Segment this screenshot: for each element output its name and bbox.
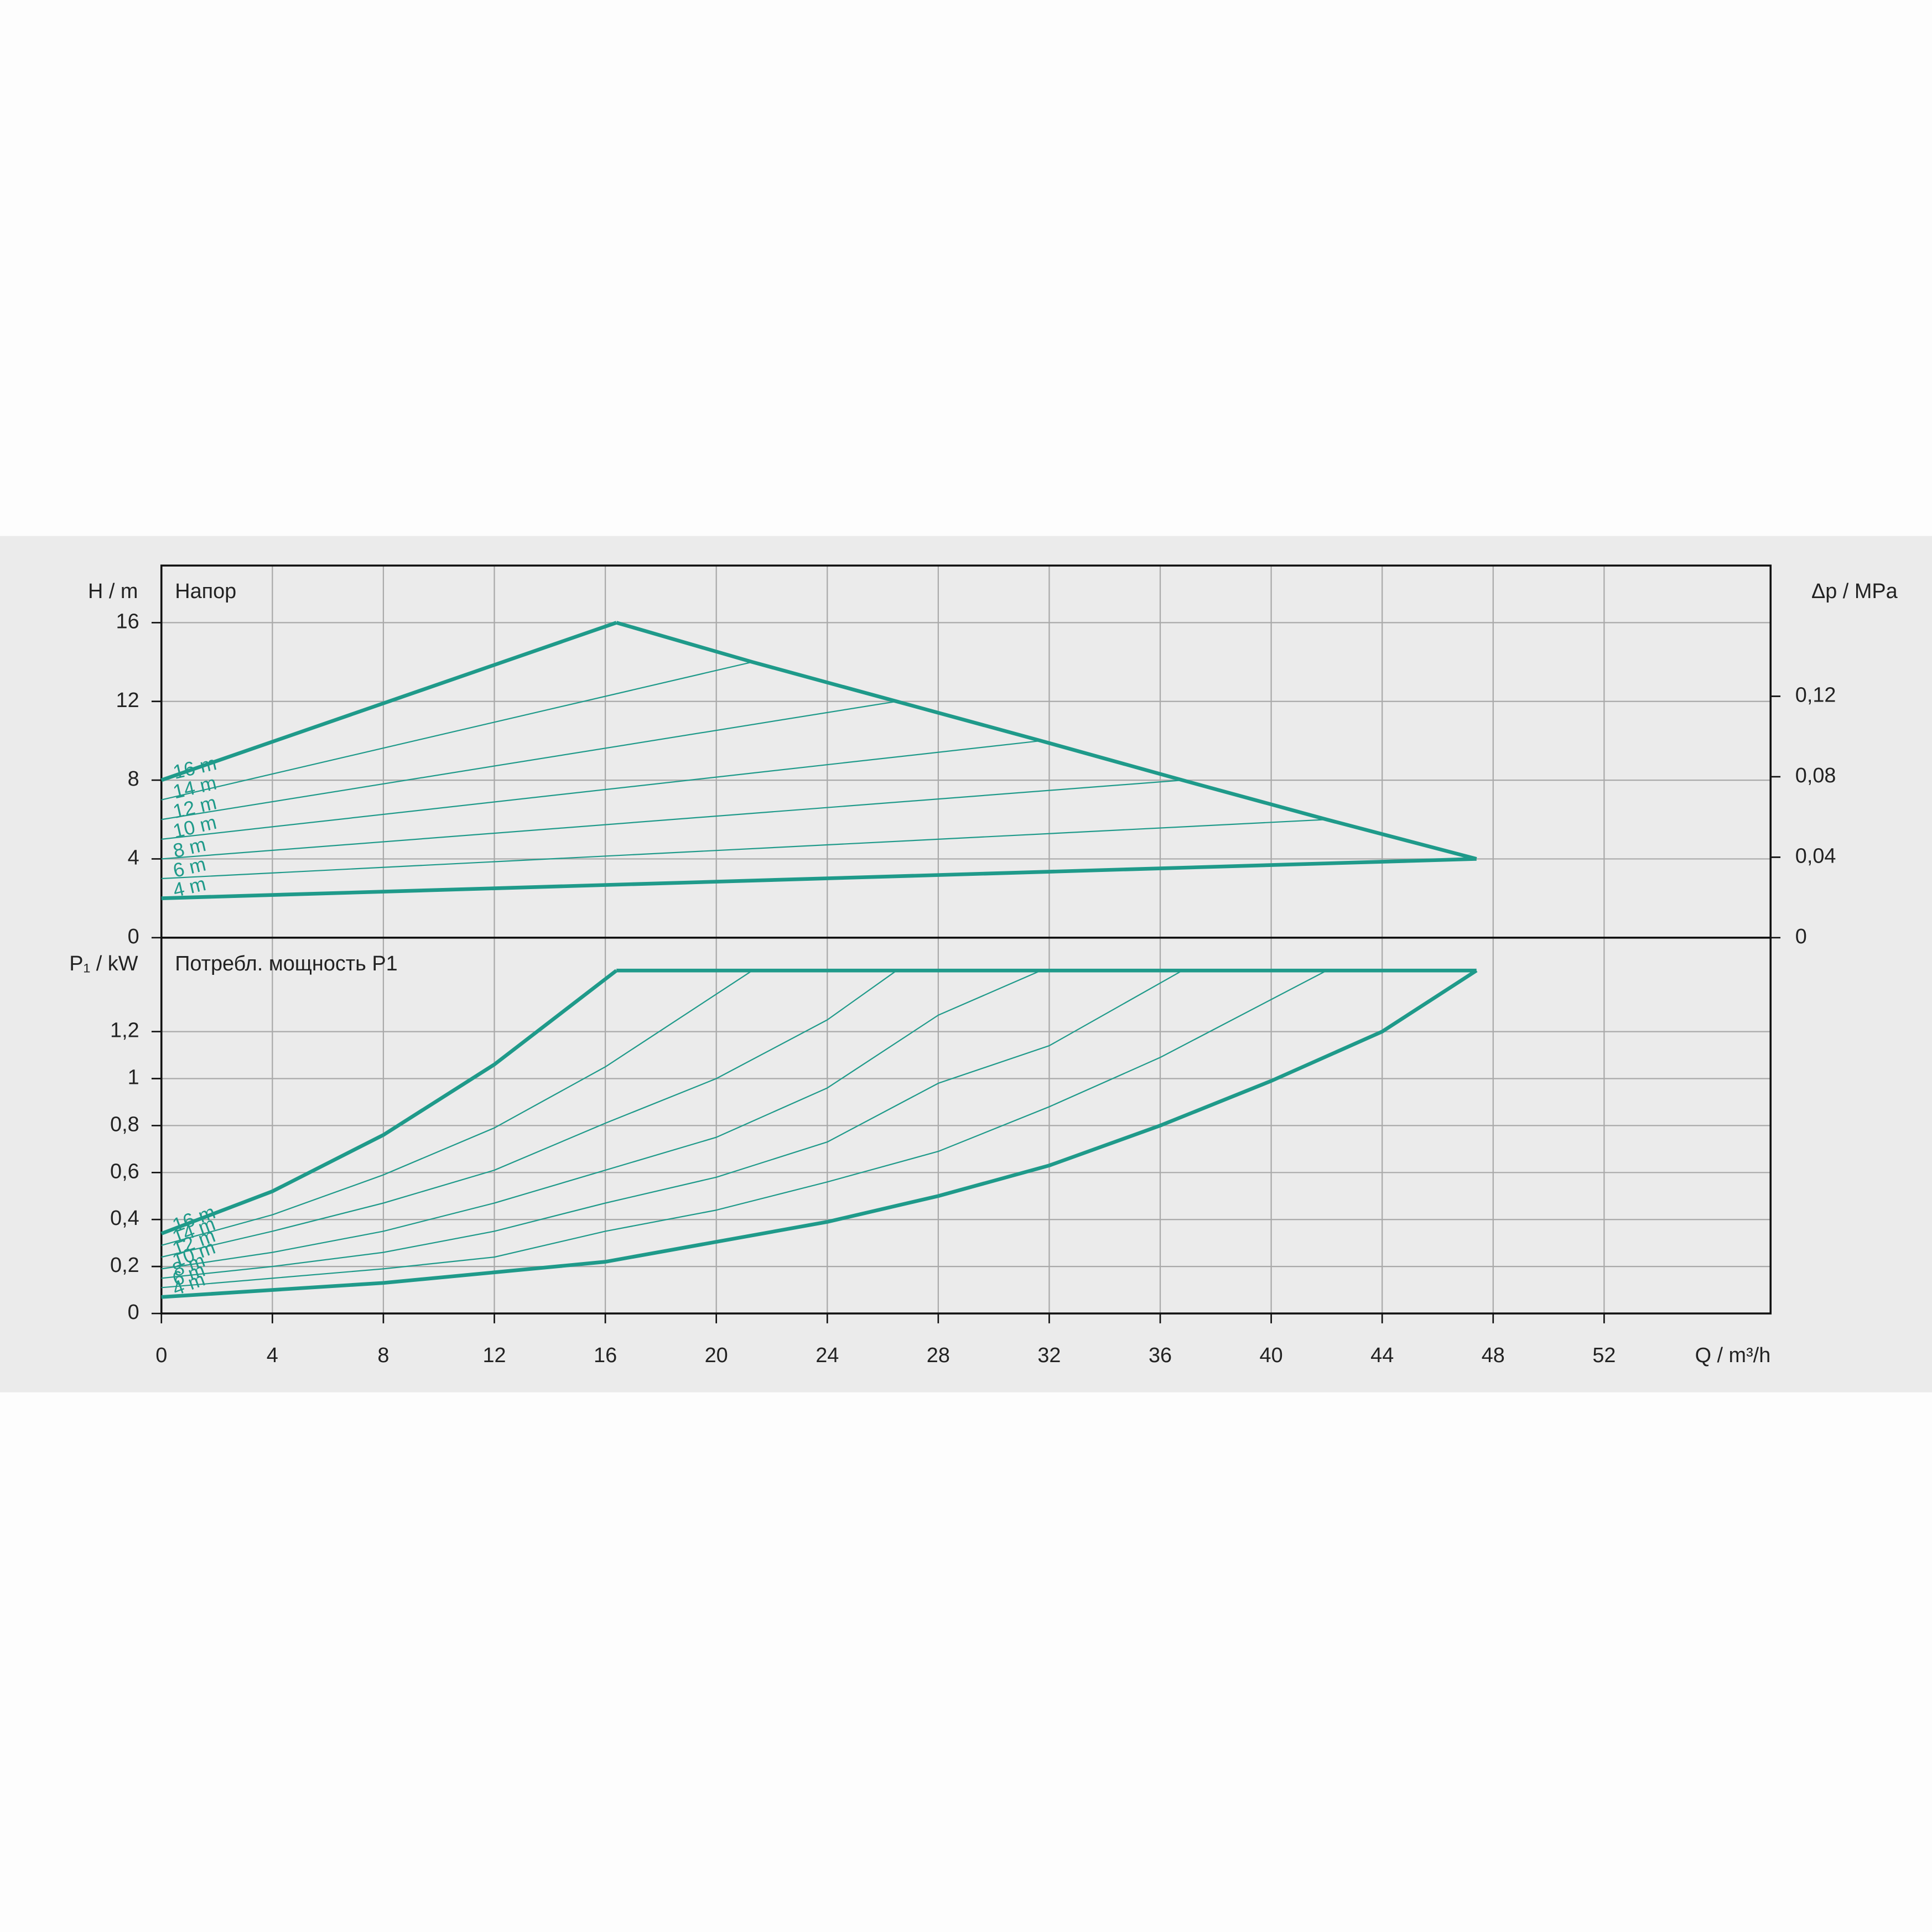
x-tick-label: 0 [155, 1344, 167, 1367]
y2-axis-label: Δp / MPa [1811, 580, 1898, 603]
y2-tick-label: 0,04 [1795, 844, 1836, 868]
y-tick-label: 1,2 [110, 1019, 139, 1042]
x-tick-label: 20 [705, 1344, 728, 1367]
subtitle: Потребл. мощность P1 [175, 952, 397, 975]
plot-frame [160, 936, 1772, 1315]
curve [161, 970, 1327, 1289]
x-tick-label: 4 [267, 1344, 278, 1367]
y-tick-label: 16 [116, 610, 139, 633]
curve [161, 970, 1041, 1270]
curve [160, 621, 617, 782]
y-axis-label: P₁ / kW [69, 952, 138, 975]
x-tick-label: 48 [1482, 1344, 1505, 1367]
subtitle: Напор [175, 580, 236, 603]
x-tick-label: 8 [377, 1344, 389, 1367]
x-tick-label: 52 [1592, 1344, 1616, 1367]
curve [161, 970, 1183, 1279]
y-tick-label: 0,8 [110, 1113, 139, 1136]
y-tick-label: 1 [128, 1066, 139, 1089]
y-tick-label: 0,6 [110, 1160, 139, 1183]
curve [161, 661, 753, 801]
y-tick-label: 0,2 [110, 1254, 139, 1277]
y-tick-label: 0 [128, 925, 139, 948]
x-tick-label: 32 [1037, 1344, 1061, 1367]
y-tick-label: 4 [128, 846, 139, 869]
curve [161, 857, 1477, 900]
x-tick-label: 12 [482, 1344, 506, 1367]
x-tick-label: 24 [816, 1344, 839, 1367]
y-tick-label: 0,4 [110, 1207, 139, 1230]
y-axis-label: H / m [88, 580, 138, 603]
curve [161, 970, 753, 1246]
y-tick-label: 8 [128, 767, 139, 791]
x-tick-label: 44 [1370, 1344, 1394, 1367]
y2-tick-label: 0 [1795, 925, 1807, 948]
curve [161, 819, 1327, 880]
curve [161, 740, 1041, 840]
y2-tick-label: 0,08 [1795, 764, 1836, 787]
curve [160, 969, 618, 1235]
y2-tick-label: 0,12 [1795, 684, 1836, 707]
curve [616, 621, 1477, 861]
x-tick-label: 40 [1260, 1344, 1283, 1367]
x-axis-label: Q / m³/h [1695, 1344, 1771, 1367]
x-tick-label: 28 [927, 1344, 950, 1367]
y-tick-label: 12 [116, 689, 139, 712]
chart-band [0, 536, 1932, 1393]
x-tick-label: 36 [1149, 1344, 1172, 1367]
y-tick-label: 0 [128, 1301, 139, 1324]
x-tick-label: 16 [594, 1344, 617, 1367]
curve [161, 779, 1183, 860]
curve [161, 969, 1478, 1299]
curve [161, 970, 897, 1258]
curve [161, 700, 897, 820]
